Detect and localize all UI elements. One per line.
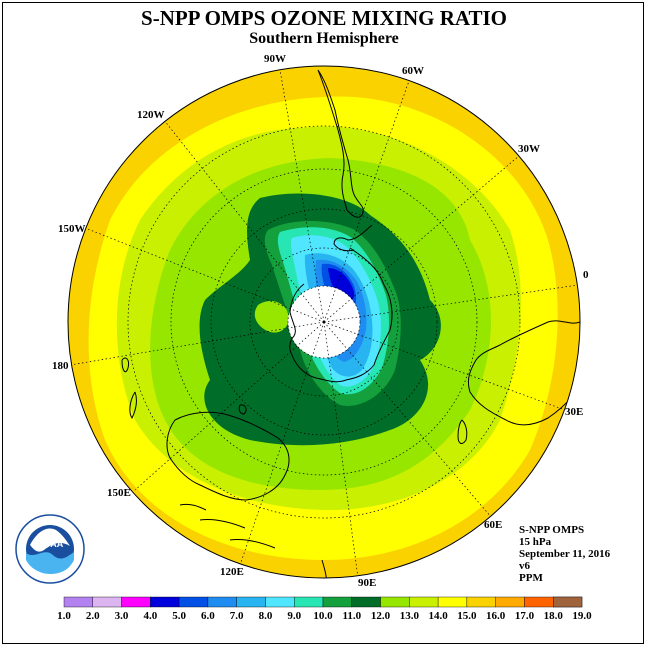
colorbar-tick-label: 6.0 <box>201 610 215 622</box>
lon-label-180: 180 <box>52 360 69 372</box>
colorbar-tick-label: 4.0 <box>143 610 157 622</box>
lon-label-90e: 90E <box>358 577 376 589</box>
map-boundary <box>67 65 581 579</box>
colorbar-swatch <box>294 596 324 608</box>
colorbar-tick-label: 10.0 <box>313 610 333 622</box>
latitude-lines <box>127 125 521 519</box>
map-subtitle: Southern Hemisphere <box>249 30 399 47</box>
contour-11-12-island <box>254 300 289 333</box>
coast-indonesia <box>179 503 276 549</box>
map-title: S-NPP OMPS OZONE MIXING RATIO <box>141 6 507 30</box>
info-version: v6 <box>519 560 530 572</box>
colorbar-swatch <box>265 596 295 608</box>
colorbar-swatch <box>63 596 93 608</box>
contour-min <box>328 268 355 303</box>
lon-label-150e: 150E <box>107 487 131 499</box>
lon-label-60e: 60E <box>484 519 502 531</box>
lon-label-120e: 120E <box>220 566 244 578</box>
colorbar-swatch <box>380 596 410 608</box>
colorbar-tick-label: 2.0 <box>86 610 100 622</box>
lon-label-0: 0 <box>583 269 589 281</box>
colorbar-swatch <box>322 596 352 608</box>
colorbar-swatch <box>351 596 381 608</box>
colorbar-swatch <box>553 596 583 608</box>
colorbar-tick-label: 14.0 <box>428 610 448 622</box>
coast-tasmania <box>238 404 247 415</box>
lon-label-150w: 150W <box>58 223 86 235</box>
colorbar-tick-label: 12.0 <box>371 610 391 622</box>
colorbar-tick-label: 9.0 <box>287 610 301 622</box>
coast-madagascar <box>457 419 468 444</box>
colorbar-swatch <box>236 596 266 608</box>
colorbar-tick-label: 18.0 <box>544 610 564 622</box>
coast-antarctic-peninsula <box>333 224 373 252</box>
noaa-logo: NOAA <box>15 514 85 584</box>
coast-india <box>321 559 328 578</box>
ozone-field <box>68 66 580 578</box>
colorbar-tick-label: 1.0 <box>57 610 71 622</box>
coastlines <box>121 69 580 578</box>
colorbar-swatch <box>178 596 209 608</box>
colorbar-swatch <box>466 596 496 608</box>
colorbar-swatch <box>437 596 468 608</box>
coast-new-zealand <box>121 357 137 419</box>
coast-antarctica <box>289 247 393 383</box>
lon-label-30w: 30W <box>518 143 540 155</box>
info-level: 15 hPa <box>519 536 552 548</box>
coast-africa <box>467 320 580 426</box>
colorbar-swatch <box>92 596 122 608</box>
lon-label-30e: 30E <box>565 406 583 418</box>
info-instrument: S-NPP OMPS <box>519 524 585 536</box>
colorbar-tick-label: 13.0 <box>400 610 420 622</box>
info-units: PPM <box>519 572 543 584</box>
colorbar-tick-label: 5.0 <box>172 610 186 622</box>
colorbar-swatch <box>207 596 237 608</box>
colorbar-tick-label: 17.0 <box>515 610 535 622</box>
lon-label-120w: 120W <box>137 109 165 121</box>
colorbar-tick-label: 16.0 <box>486 610 506 622</box>
info-date: September 11, 2016 <box>519 548 611 560</box>
colorbar-swatch <box>524 596 554 608</box>
colorbar-swatch <box>409 596 439 608</box>
colorbar-tick-label: 19.0 <box>572 610 592 622</box>
colorbar-tick-label: 15.0 <box>457 610 477 622</box>
colorbar-swatch <box>121 596 151 608</box>
meridian-lines <box>69 69 579 578</box>
colorbar-tick-label: 3.0 <box>115 610 129 622</box>
coast-australia <box>166 411 290 501</box>
colorbar-tick-label: 8.0 <box>259 610 273 622</box>
coast-south-america <box>317 69 364 218</box>
lon-label-60w: 60W <box>402 65 424 77</box>
colorbar-tick-label: 7.0 <box>230 610 244 622</box>
noaa-logo-text: NOAA <box>37 539 64 549</box>
colorbar-swatch <box>150 596 180 608</box>
colorbar-swatch <box>495 596 525 608</box>
colorbar-tick-label: 11.0 <box>342 610 361 622</box>
lon-label-90w: 90W <box>264 53 286 65</box>
